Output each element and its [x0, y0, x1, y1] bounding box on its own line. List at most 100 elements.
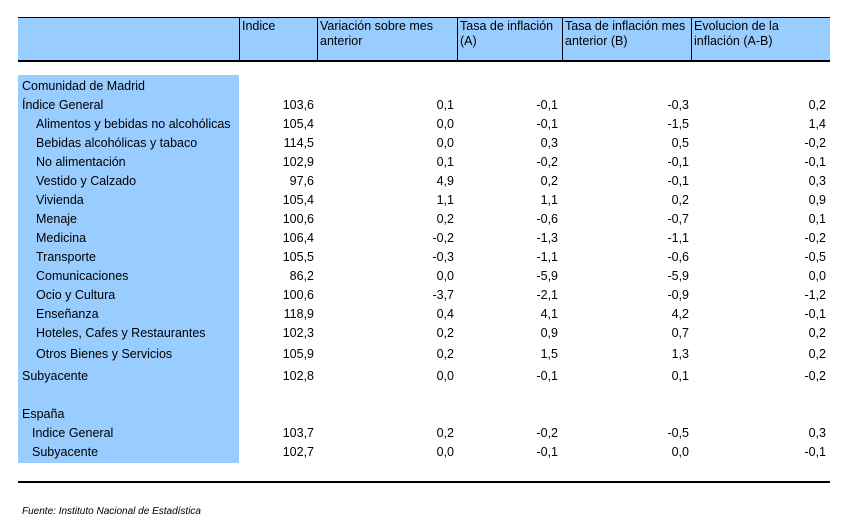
table-bottom-rule [18, 481, 830, 483]
cell-variacion: 0,0 [436, 445, 454, 459]
cell-indice: 102,9 [282, 155, 314, 169]
cell-indice: 102,3 [282, 326, 314, 340]
cell-indice: 105,9 [282, 347, 314, 361]
cell-variacion: 0,0 [436, 117, 454, 131]
table-row: Subyacente 102,8 0,0 -0,1 0,1 -0,2 [0, 367, 858, 386]
row-label: Indice General [32, 426, 114, 440]
table-row: Ocio y Cultura 100,6 -3,7 -2,1 -0,9 -1,2 [0, 286, 858, 305]
cell-indice: 100,6 [282, 288, 314, 302]
table-row: Transporte 105,5 -0,3 -1,1 -0,6 -0,5 [0, 248, 858, 267]
cell-variacion: -0,2 [432, 231, 454, 245]
cell-tasa-b: 4,2 [671, 307, 689, 321]
cell-evolucion: 0,0 [808, 269, 826, 283]
cell-tasa-a: 1,5 [540, 347, 558, 361]
cell-indice: 86,2 [289, 269, 314, 283]
cell-variacion: 1,1 [436, 193, 454, 207]
table-row: Bebidas alcohólicas y tabaco 114,5 0,0 0,3 0… [0, 134, 858, 153]
cell-evolucion: 1,4 [808, 117, 826, 131]
table-row: Otros Bienes y Servicios 105,9 0,2 1,5 1,3 0,… [0, 345, 858, 364]
cell-tasa-a: -0,1 [536, 445, 558, 459]
cell-variacion: 0,2 [436, 212, 454, 226]
table-header: Indice Variación sobre mes anterior Tasa… [18, 17, 830, 62]
header-tasa-a: Tasa de inflación (A) [457, 18, 562, 60]
row-label: No alimentación [36, 155, 126, 169]
table-row: Vestido y Calzado 97,6 4,9 0,2 -0,1 0,3 [0, 172, 858, 191]
row-label: Hoteles, Cafes y Restaurantes [36, 326, 206, 340]
row-label: Vestido y Calzado [36, 174, 137, 188]
label-column [18, 75, 239, 463]
cell-tasa-b: 0,0 [671, 445, 689, 459]
cell-tasa-a: -0,2 [536, 155, 558, 169]
cell-evolucion: -0,1 [804, 445, 826, 459]
cell-tasa-a: -1,3 [536, 231, 558, 245]
cell-evolucion: -0,2 [804, 231, 826, 245]
cell-indice: 103,7 [282, 426, 314, 440]
cell-tasa-a: 0,2 [540, 174, 558, 188]
cell-variacion: 0,2 [436, 326, 454, 340]
cell-variacion: -0,3 [432, 250, 454, 264]
header-variacion: Variación sobre mes anterior [317, 18, 457, 60]
table-row: Menaje 100,6 0,2 -0,6 -0,7 0,1 [0, 210, 858, 229]
header-evolucion: Evolucion de la inflación (A-B) [691, 18, 830, 60]
row-label: Subyacente [22, 369, 89, 383]
cell-evolucion: -0,2 [804, 369, 826, 383]
cell-evolucion: 0,9 [808, 193, 826, 207]
table-row: Alimentos y bebidas no alcohólicas 105,4 0… [0, 115, 858, 134]
cell-variacion: 0,2 [436, 426, 454, 440]
cell-tasa-b: -0,1 [667, 155, 689, 169]
section-title-espana: España [0, 405, 858, 424]
cell-evolucion: 0,3 [808, 174, 826, 188]
cell-variacion: 0,0 [436, 369, 454, 383]
cell-evolucion: 0,2 [808, 347, 826, 361]
cell-tasa-a: 4,1 [540, 307, 558, 321]
table-row: Vivienda 105,4 1,1 1,1 0,2 0,9 [0, 191, 858, 210]
cell-evolucion: 0,2 [808, 326, 826, 340]
source-note: Fuente: Instituto Nacional de Estadístic… [22, 506, 201, 517]
cell-evolucion: -0,1 [804, 307, 826, 321]
cell-tasa-b: -5,9 [667, 269, 689, 283]
cell-tasa-a: 0,3 [540, 136, 558, 150]
cell-tasa-a: -5,9 [536, 269, 558, 283]
table-row: Enseñanza 118,9 0,4 4,1 4,2 -0,1 [0, 305, 858, 324]
cell-tasa-a: -0,1 [536, 369, 558, 383]
row-label: Menaje [36, 212, 77, 226]
cell-indice: 118,9 [283, 307, 314, 321]
table-row: Hoteles, Cafes y Restaurantes 102,3 0,2 0,9… [0, 324, 858, 343]
row-label: Bebidas alcohólicas y tabaco [36, 136, 198, 150]
cell-evolucion: 0,2 [808, 98, 826, 112]
row-label: Transporte [36, 250, 96, 264]
cell-indice: 102,7 [282, 445, 314, 459]
section-label: Comunidad de Madrid [22, 79, 145, 93]
row-label: Comunicaciones [36, 269, 129, 283]
cell-tasa-b: -0,9 [667, 288, 689, 302]
cell-evolucion: -0,5 [804, 250, 826, 264]
cell-indice: 100,6 [282, 212, 314, 226]
cell-tasa-b: -0,1 [667, 174, 689, 188]
cell-tasa-b: 0,1 [671, 369, 689, 383]
table-row: Comunicaciones 86,2 0,0 -5,9 -5,9 0,0 [0, 267, 858, 286]
cell-variacion: 0,0 [436, 269, 454, 283]
table-row: No alimentación 102,9 0,1 -0,2 -0,1 -0,1 [0, 153, 858, 172]
section-title-madrid: Comunidad de Madrid [0, 77, 858, 96]
cell-tasa-a: 0,9 [540, 326, 558, 340]
cell-tasa-a: -0,2 [536, 426, 558, 440]
cell-evolucion: 0,3 [808, 426, 826, 440]
cell-variacion: 0,2 [436, 347, 454, 361]
cell-tasa-a: 1,1 [540, 193, 558, 207]
cell-tasa-a: -0,6 [536, 212, 558, 226]
cell-tasa-b: -0,5 [667, 426, 689, 440]
table-row: Subyacente 102,7 0,0 -0,1 0,0 -0,1 [0, 443, 858, 462]
cell-variacion: 4,9 [436, 174, 454, 188]
table-row: Medicina 106,4 -0,2 -1,3 -1,1 -0,2 [0, 229, 858, 248]
cell-variacion: -3,7 [432, 288, 454, 302]
cell-evolucion: -0,1 [804, 155, 826, 169]
row-label: Subyacente [32, 445, 99, 459]
cell-tasa-b: -1,5 [667, 117, 689, 131]
cell-tasa-b: -0,7 [667, 212, 689, 226]
cell-indice: 97,6 [289, 174, 314, 188]
cell-tasa-a: -0,1 [536, 117, 558, 131]
cell-indice: 102,8 [282, 369, 314, 383]
cell-variacion: 0,4 [436, 307, 454, 321]
cell-indice: 103,6 [282, 98, 314, 112]
cell-evolucion: -1,2 [804, 288, 826, 302]
